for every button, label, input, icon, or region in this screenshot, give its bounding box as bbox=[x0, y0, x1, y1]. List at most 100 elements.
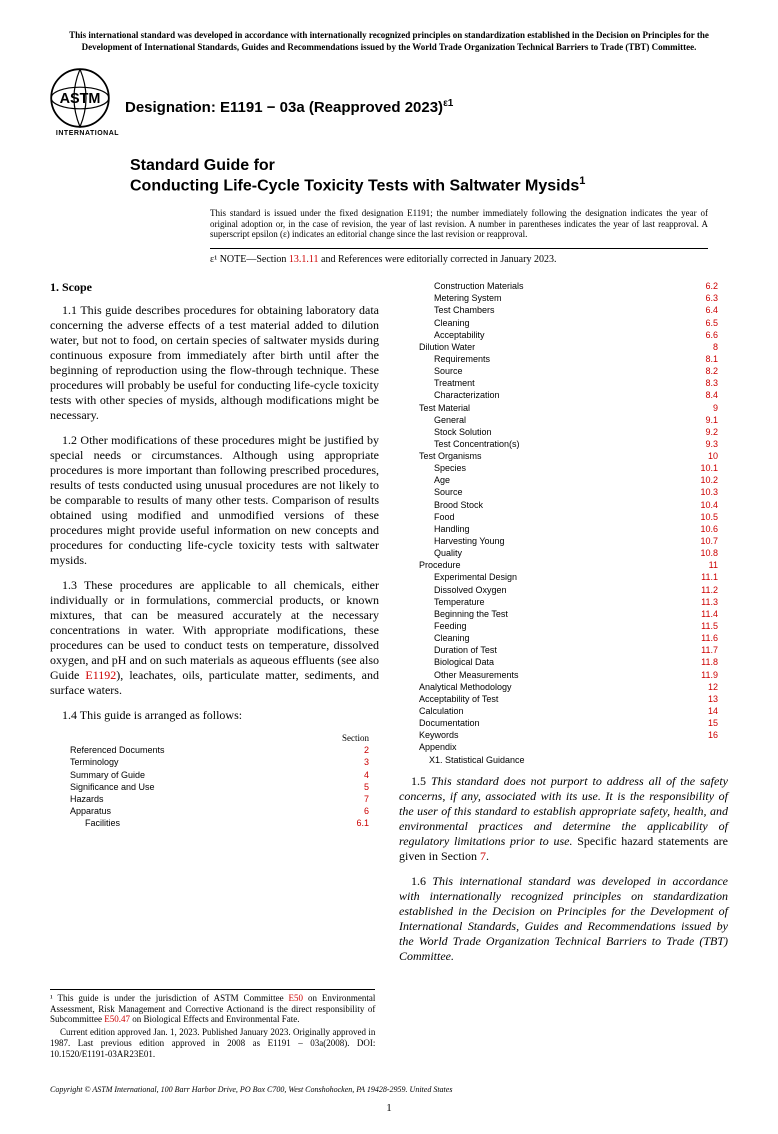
toc-num: 6 bbox=[364, 805, 379, 817]
toc-num: 14 bbox=[708, 705, 728, 717]
footnote-block: ¹ This guide is under the jurisdiction o… bbox=[50, 989, 375, 1060]
title-text: Conducting Life-Cycle Toxicity Tests wit… bbox=[130, 178, 579, 195]
para-1-3: 1.3 These procedures are applicable to a… bbox=[50, 578, 379, 698]
toc-row: Dissolved Oxygen11.2 bbox=[399, 584, 728, 596]
toc-num: 9.1 bbox=[705, 414, 728, 426]
toc-num: 8.2 bbox=[705, 365, 728, 377]
body-columns: 1. Scope 1.1 This guide describes proced… bbox=[50, 280, 728, 974]
note-prefix: ε¹ NOTE—Section bbox=[210, 254, 289, 265]
toc-label: Test Concentration(s) bbox=[399, 438, 705, 450]
toc-row: Procedure11 bbox=[399, 559, 728, 571]
logo-label: INTERNATIONAL bbox=[50, 130, 125, 137]
toc-label: Dilution Water bbox=[399, 341, 713, 353]
footnote-2: Current edition approved Jan. 1, 2023. P… bbox=[50, 1027, 375, 1059]
header-row: ASTM INTERNATIONAL Designation: E1191 − … bbox=[50, 68, 728, 137]
toc-row: Feeding11.5 bbox=[399, 620, 728, 632]
toc-row: Handling10.6 bbox=[399, 523, 728, 535]
toc-row: Temperature11.3 bbox=[399, 596, 728, 608]
toc-label: Quality bbox=[399, 547, 700, 559]
toc-label: General bbox=[399, 414, 705, 426]
toc-num: 8.1 bbox=[705, 353, 728, 365]
toc-label: Biological Data bbox=[399, 656, 701, 668]
toc-label: Treatment bbox=[399, 377, 705, 389]
toc-num: 9.3 bbox=[705, 438, 728, 450]
toc-label: Analytical Methodology bbox=[399, 681, 708, 693]
toc-num: 9 bbox=[713, 402, 728, 414]
appendix-label: Appendix bbox=[399, 741, 728, 753]
toc-num: 11.5 bbox=[701, 620, 728, 632]
toc-num: 8.3 bbox=[705, 377, 728, 389]
toc-label: Stock Solution bbox=[399, 426, 705, 438]
toc-row: Summary of Guide4 bbox=[50, 769, 379, 781]
toc-row: Test Organisms10 bbox=[399, 450, 728, 462]
toc-label: Terminology bbox=[50, 756, 364, 768]
toc-num: 15 bbox=[708, 717, 728, 729]
para-1-2: 1.2 Other modifications of these procedu… bbox=[50, 433, 379, 568]
toc-label: Requirements bbox=[399, 353, 705, 365]
toc-num: 10 bbox=[708, 450, 728, 462]
fn1c: on Biological Effects and Environmental … bbox=[130, 1014, 300, 1024]
toc-num: 11.2 bbox=[701, 584, 728, 596]
toc-row: Beginning the Test11.4 bbox=[399, 608, 728, 620]
toc-label: Dissolved Oxygen bbox=[399, 584, 701, 596]
toc-label: Referenced Documents bbox=[50, 744, 364, 756]
toc-label: Handling bbox=[399, 523, 700, 535]
issuance-note: This standard is issued under the fixed … bbox=[210, 208, 708, 240]
toc-num: 11.8 bbox=[701, 656, 728, 668]
toc-num: 10.2 bbox=[700, 474, 728, 486]
designation: Designation: E1191 − 03a (Reapproved 202… bbox=[125, 98, 453, 116]
title-block: Standard Guide for Conducting Life-Cycle… bbox=[130, 157, 728, 265]
toc-row: Apparatus6 bbox=[50, 805, 379, 817]
toc-row: Duration of Test11.7 bbox=[399, 644, 728, 656]
designation-sup: ε1 bbox=[443, 98, 453, 109]
toc-label: Construction Materials bbox=[399, 280, 705, 292]
p16b: This international standard was develope… bbox=[399, 874, 728, 963]
toc-label: Food bbox=[399, 511, 700, 523]
toc-num: 2 bbox=[364, 744, 379, 756]
toc-label: Temperature bbox=[399, 596, 701, 608]
toc-num: 11.7 bbox=[701, 644, 728, 656]
toc-label: Metering System bbox=[399, 292, 705, 304]
toc-row: Metering System6.3 bbox=[399, 292, 728, 304]
toc-label: Species bbox=[399, 462, 700, 474]
toc-label: Source bbox=[399, 486, 700, 498]
fn1-ref1: E50 bbox=[289, 993, 304, 1003]
toc-label: Beginning the Test bbox=[399, 608, 701, 620]
toc-section-label: Section bbox=[50, 733, 379, 744]
toc-num: 10.5 bbox=[700, 511, 728, 523]
toc-row: Documentation15 bbox=[399, 717, 728, 729]
toc-row: Acceptability6.6 bbox=[399, 329, 728, 341]
title-sup: 1 bbox=[579, 175, 585, 187]
toc-num: 10.8 bbox=[700, 547, 728, 559]
toc-row: Food10.5 bbox=[399, 511, 728, 523]
title-line-2: Conducting Life-Cycle Toxicity Tests wit… bbox=[130, 175, 728, 195]
toc-row: Terminology3 bbox=[50, 756, 379, 768]
toc-label: Other Measurements bbox=[399, 669, 701, 681]
toc-label: Cleaning bbox=[399, 632, 701, 644]
toc-row: Characterization8.4 bbox=[399, 389, 728, 401]
toc-label: Procedure bbox=[399, 559, 709, 571]
toc-row: Experimental Design11.1 bbox=[399, 571, 728, 583]
p15a: 1.5 bbox=[411, 774, 431, 788]
toc-row: Requirements8.1 bbox=[399, 353, 728, 365]
toc-num: 10.7 bbox=[700, 535, 728, 547]
toc-label: Test Material bbox=[399, 402, 713, 414]
toc-num: 11.3 bbox=[701, 596, 728, 608]
toc-row: Hazards7 bbox=[50, 793, 379, 805]
left-column: 1. Scope 1.1 This guide describes proced… bbox=[50, 280, 379, 974]
toc-num: 12 bbox=[708, 681, 728, 693]
toc-label: Acceptability of Test bbox=[399, 693, 708, 705]
toc-num: 6.6 bbox=[705, 329, 728, 341]
toc-num: 6.5 bbox=[705, 317, 728, 329]
toc-num: 4 bbox=[364, 769, 379, 781]
toc-label: Harvesting Young bbox=[399, 535, 700, 547]
toc-left: Referenced Documents2Terminology3Summary… bbox=[50, 744, 379, 829]
toc-label: Feeding bbox=[399, 620, 701, 632]
toc-row: Brood Stock10.4 bbox=[399, 499, 728, 511]
toc-label: Apparatus bbox=[50, 805, 364, 817]
copyright: Copyright © ASTM International, 100 Barr… bbox=[50, 1085, 728, 1094]
toc-row: Other Measurements11.9 bbox=[399, 669, 728, 681]
right-column: Construction Materials6.2Metering System… bbox=[399, 280, 728, 974]
p13a: 1.3 These procedures are applicable to a… bbox=[50, 578, 379, 682]
toc-num: 11.6 bbox=[701, 632, 728, 644]
